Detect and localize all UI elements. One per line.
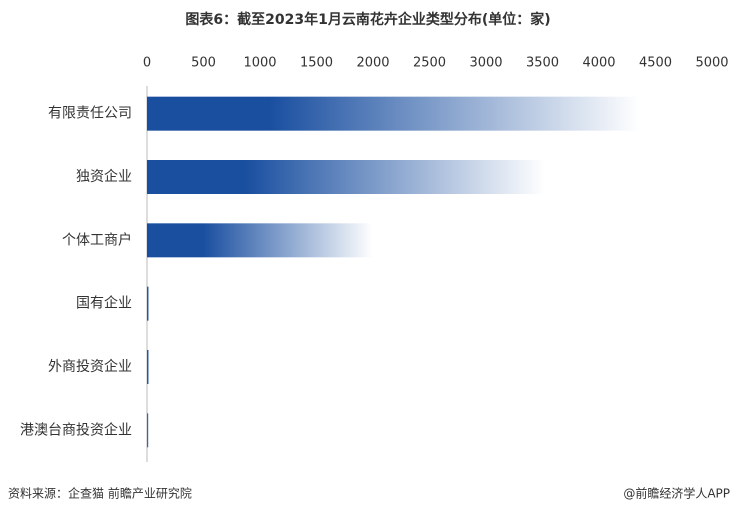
bar: [147, 96, 640, 131]
bar: [147, 223, 373, 258]
x-tick-label: 2000: [356, 56, 389, 71]
y-tick-label: 港澳台商投资企业: [20, 421, 132, 438]
bar: [147, 286, 150, 321]
y-tick-label: 独资企业: [76, 168, 132, 185]
x-tick-label: 0: [143, 56, 151, 71]
credit: @前瞻经济学人APP: [623, 486, 730, 501]
x-tick-label: 3500: [526, 56, 559, 71]
x-tick-label: 1500: [300, 56, 333, 71]
bar: [147, 350, 150, 384]
x-tick-label: 3000: [469, 56, 502, 71]
x-tick-label: 2500: [413, 56, 446, 71]
y-tick-label: 有限责任公司: [48, 106, 132, 122]
y-tick-label: 个体工商户: [62, 231, 132, 248]
bar: [147, 413, 149, 448]
bar: [147, 160, 545, 194]
x-tick-label: 1000: [243, 56, 276, 71]
y-tick-label: 国有企业: [76, 295, 132, 312]
x-tick-label: 4500: [639, 56, 672, 71]
x-tick-label: 5000: [695, 56, 728, 71]
x-tick-label: 500: [191, 56, 216, 71]
source: 资料来源：企查猫 前瞻产业研究院: [8, 486, 192, 501]
chart-title: 图表6：截至2023年1月云南花卉企业类型分布(单位：家): [185, 11, 550, 28]
x-tick-label: 4000: [582, 56, 615, 71]
y-tick-label: 外商投资企业: [48, 358, 132, 375]
